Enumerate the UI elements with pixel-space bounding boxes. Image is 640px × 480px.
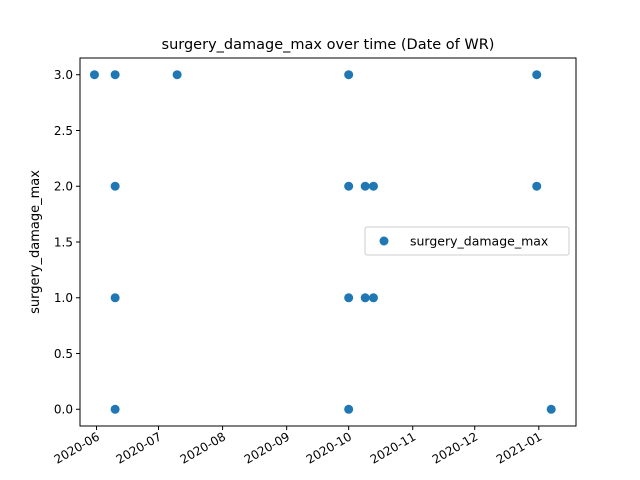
data-point <box>344 70 354 80</box>
data-point <box>344 404 354 414</box>
data-point <box>368 181 378 191</box>
y-tick-label: 2.0 <box>54 180 73 194</box>
x-tick-label: 2020-06 <box>52 429 102 466</box>
data-point <box>532 70 542 80</box>
data-points <box>89 70 556 414</box>
x-tick-label: 2020-08 <box>178 429 228 466</box>
x-tick-label: 2021-01 <box>494 429 544 466</box>
y-tick-label: 1.0 <box>54 291 73 305</box>
y-tick-label: 0.5 <box>54 347 73 361</box>
data-point <box>110 293 120 303</box>
data-point <box>172 70 182 80</box>
y-axis-label: surgery_damage_max <box>28 170 43 314</box>
x-tick-label: 2020-12 <box>430 429 480 466</box>
y-tick-label: 1.5 <box>54 235 73 249</box>
data-point <box>368 293 378 303</box>
data-point <box>344 293 354 303</box>
data-point <box>89 70 99 80</box>
legend: surgery_damage_max <box>364 226 570 256</box>
x-tick-label: 2020-09 <box>242 429 292 466</box>
data-point <box>110 404 120 414</box>
data-point <box>532 181 542 191</box>
chart-title: surgery_damage_max over time (Date of WR… <box>162 37 495 53</box>
x-tick-label: 2020-11 <box>368 429 418 466</box>
data-point <box>360 293 370 303</box>
y-tick-label: 3.0 <box>54 68 73 82</box>
y-axis: 0.0 0.5 1.0 1.5 2.0 2.5 3.0 <box>54 68 80 417</box>
legend-label: surgery_damage_max <box>410 234 548 249</box>
data-point <box>344 181 354 191</box>
y-tick-label: 2.5 <box>54 124 73 138</box>
y-tick-label: 0.0 <box>54 403 73 417</box>
data-point <box>546 404 556 414</box>
x-tick-label: 2020-07 <box>114 429 164 466</box>
data-point <box>360 181 370 191</box>
legend-marker <box>379 236 389 246</box>
data-point <box>110 181 120 191</box>
legend-box <box>364 226 570 256</box>
x-axis: 2020-06 2020-07 2020-08 2020-09 2020-10 2020-… <box>52 426 544 467</box>
x-tick-label: 2020-10 <box>304 429 354 466</box>
data-point <box>110 70 120 80</box>
